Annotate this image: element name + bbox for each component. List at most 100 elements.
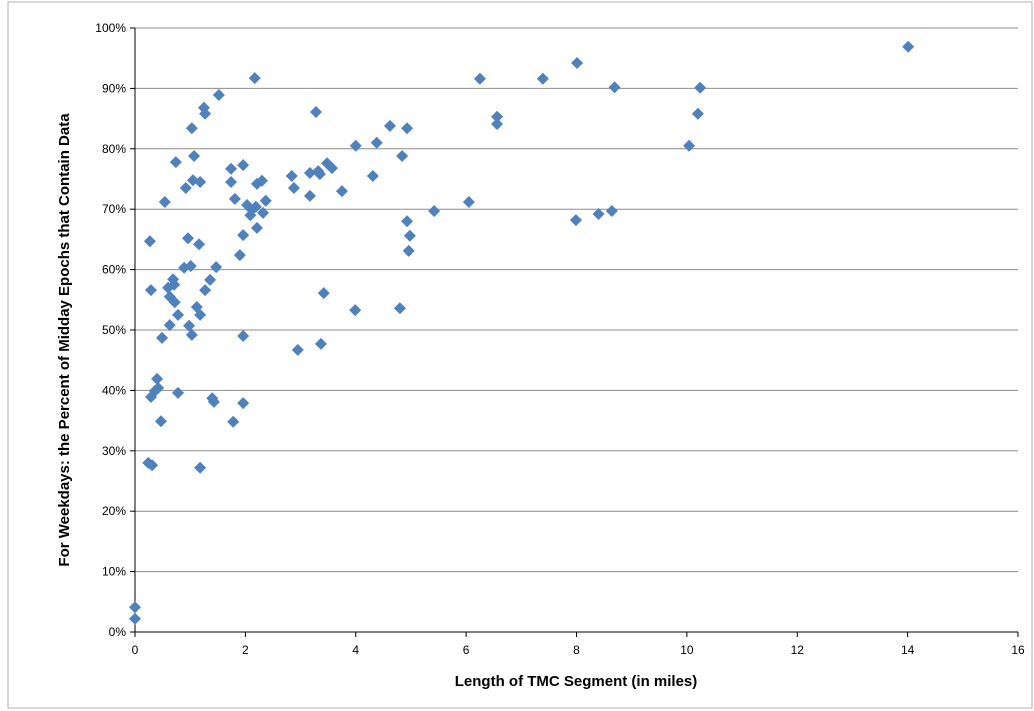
scatter-point (154, 415, 167, 428)
x-tick-label: 16 (1011, 643, 1025, 657)
scatter-point (536, 72, 549, 85)
scatter-point (227, 415, 240, 428)
scatter-point (194, 176, 207, 189)
y-tick-label: 100% (95, 21, 126, 35)
scatter-point (129, 601, 141, 614)
x-tick-label: 2 (242, 643, 249, 657)
scatter-point (569, 214, 582, 227)
scatter-point (326, 162, 339, 175)
scatter-point (185, 328, 198, 341)
scatter-point (694, 81, 707, 94)
x-tick-label: 0 (132, 643, 139, 657)
scatter-point (285, 169, 298, 182)
scatter-point (313, 168, 326, 181)
scatter-point (335, 185, 348, 198)
scatter-point (396, 150, 409, 163)
x-axis-label: Length of TMC Segment (in miles) (455, 673, 698, 690)
scatter-point (383, 119, 396, 132)
scatter-point (212, 89, 225, 102)
y-tick-label: 70% (102, 202, 126, 216)
scatter-point (184, 259, 197, 272)
scatter-point (255, 174, 268, 187)
scatter-point (228, 192, 241, 205)
scatter-point (233, 249, 246, 262)
scatter-point (152, 381, 165, 394)
y-tick-label: 40% (102, 383, 126, 397)
scatter-point (225, 176, 238, 189)
scatter-point (156, 331, 169, 344)
scatter-point (403, 229, 416, 242)
scatter-point (193, 238, 206, 251)
scatter-point (204, 273, 217, 286)
scatter-point (237, 397, 250, 410)
scatter-point (237, 330, 250, 343)
scatter-point (244, 209, 257, 222)
scatter-point (194, 308, 207, 321)
chart-border (7, 1, 1033, 709)
scatter-point (194, 461, 207, 474)
y-tick-label: 30% (102, 444, 126, 458)
scatter-point (349, 139, 362, 152)
scatter-point (225, 162, 238, 175)
scatter-point (366, 169, 379, 182)
scatter-point (491, 118, 504, 131)
scatter-point (473, 72, 486, 85)
scatter-point (163, 319, 176, 332)
scatter-point (249, 200, 262, 213)
y-tick-label: 80% (102, 142, 126, 156)
x-tick-label: 6 (463, 643, 470, 657)
scatter-point (401, 215, 414, 228)
scatter-point (237, 159, 250, 172)
scatter-point (151, 372, 164, 385)
scatter-point (310, 105, 323, 118)
x-tick-label: 8 (573, 643, 580, 657)
scatter-point (571, 57, 584, 70)
scatter-point (183, 319, 196, 332)
x-tick-label: 4 (352, 643, 359, 657)
scatter-point (129, 612, 141, 625)
y-tick-label: 0% (109, 625, 127, 639)
scatter-point (145, 284, 158, 297)
scatter-point (248, 72, 261, 85)
scatter-point (143, 235, 156, 248)
scatter-point (370, 136, 383, 149)
y-tick-label: 60% (102, 263, 126, 277)
scatter-point (181, 232, 194, 245)
scatter-point (317, 287, 330, 300)
scatter-point (207, 395, 220, 408)
scatter-point (210, 261, 223, 274)
scatter-point (314, 337, 327, 350)
scatter-point (401, 122, 414, 135)
scatter-point (199, 284, 212, 297)
scatter-point (168, 278, 181, 291)
scatter-point (608, 81, 621, 94)
scatter-point (291, 343, 304, 356)
y-axis-label: For Weekdays: the Percent of Midday Epoc… (56, 113, 73, 567)
scatter-point (303, 189, 316, 202)
x-tick-label: 14 (901, 643, 915, 657)
scatter-point (259, 194, 272, 207)
scatter-point (491, 110, 504, 123)
x-tick-label: 12 (791, 643, 805, 657)
scatter-point (303, 166, 316, 179)
scatter-point (179, 182, 192, 195)
scatter-point (462, 195, 475, 208)
y-tick-label: 50% (102, 323, 126, 337)
scatter-point (158, 195, 171, 208)
scatter-point (605, 205, 618, 218)
scatter-point (172, 308, 185, 321)
scatter-point (199, 107, 212, 120)
scatter-point (287, 182, 300, 195)
scatter-point (393, 302, 406, 315)
y-tick-label: 20% (102, 504, 126, 518)
scatter-point (250, 221, 263, 234)
y-tick-label: 90% (102, 81, 126, 95)
scatter-point (168, 296, 181, 309)
scatter-point (257, 206, 270, 219)
y-tick-label: 10% (102, 565, 126, 579)
scatter-point (428, 205, 441, 218)
scatter-point (592, 208, 605, 221)
scatter-point (402, 244, 415, 257)
